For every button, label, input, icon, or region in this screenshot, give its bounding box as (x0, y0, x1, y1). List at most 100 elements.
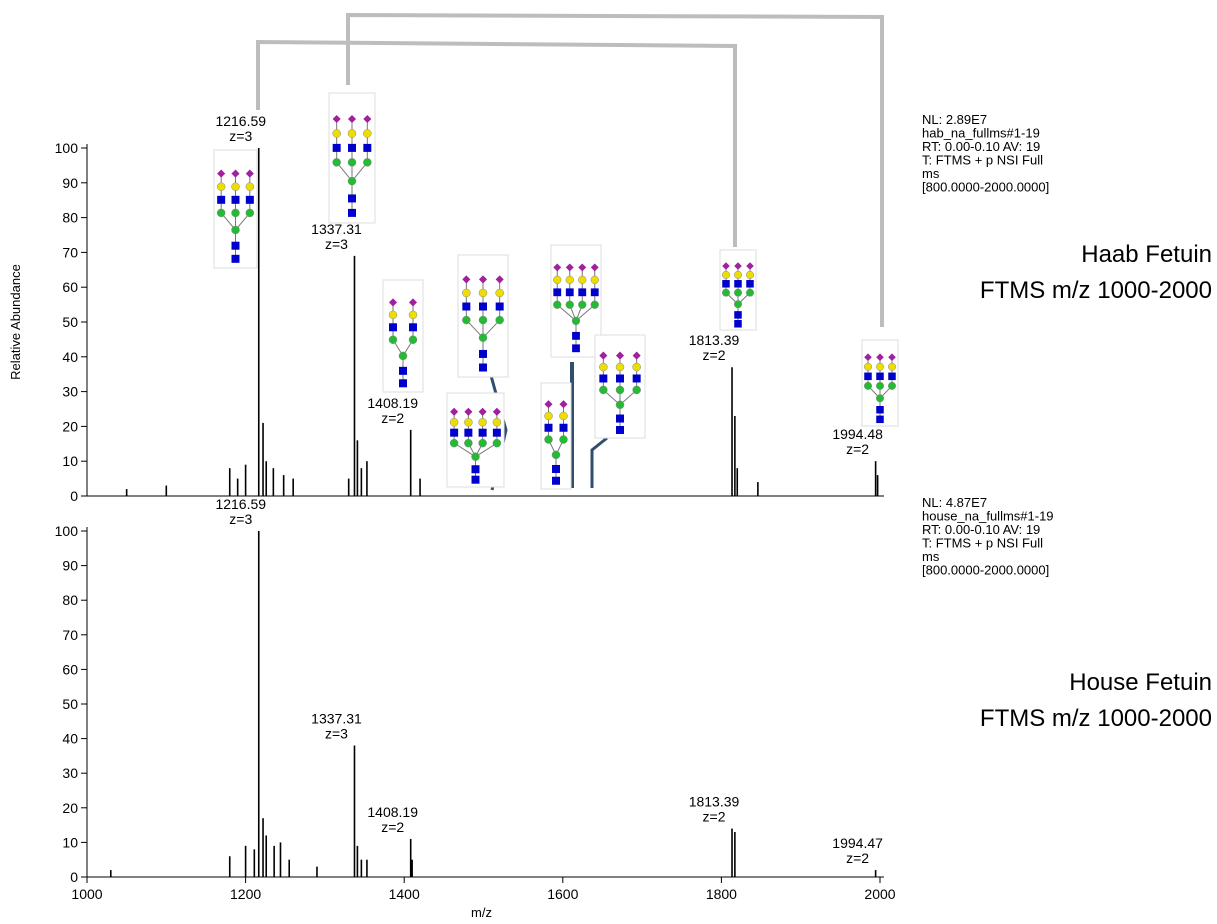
glcnac (734, 280, 742, 288)
hexose (464, 438, 473, 448)
sialic-acid (388, 298, 398, 307)
hexose (347, 129, 357, 138)
glycan (382, 279, 424, 393)
glcnac (552, 476, 560, 485)
hexose (216, 208, 226, 218)
x-tick-label: 1800 (706, 886, 737, 902)
glcnac (565, 288, 574, 297)
glcnac (734, 320, 742, 328)
sialic-acid (217, 169, 226, 178)
y-tick-label: 0 (70, 488, 78, 504)
sample-label: FTMS m/z 1000-2000 (980, 705, 1212, 732)
y-tick-label: 40 (62, 731, 78, 747)
hexose (495, 288, 504, 298)
hexose (599, 362, 608, 372)
peak-charge-label: z=2 (381, 410, 404, 426)
peak-mz-label: 1408.19 (367, 395, 418, 411)
x-tick-label: 1200 (230, 886, 261, 902)
glcnac (578, 288, 587, 297)
hexose (559, 411, 568, 421)
sialic-acid (408, 298, 418, 307)
scan-info: ms (922, 549, 940, 564)
hexose (632, 385, 641, 395)
sialic-acid (464, 407, 473, 416)
hexose (578, 275, 587, 285)
hexose (571, 316, 581, 326)
hexose (746, 270, 754, 279)
glcnac (492, 428, 501, 437)
y-tick-label: 60 (62, 279, 78, 295)
hexose (471, 452, 480, 461)
y-tick-label: 80 (62, 210, 78, 226)
hexose (332, 158, 341, 167)
glcnac (450, 428, 459, 437)
glcnac (888, 372, 896, 381)
glycan (719, 249, 757, 331)
hexose (553, 300, 562, 309)
peak-mz-label: 1994.48 (832, 426, 883, 442)
scan-info: RT: 0.00-0.10 AV: 19 (922, 139, 1040, 154)
sialic-acid (632, 351, 641, 360)
peak-mz-label: 1994.47 (832, 835, 883, 851)
hexose (332, 129, 341, 138)
hexose (590, 275, 599, 285)
glcnac (348, 143, 356, 152)
glcnac (616, 425, 624, 434)
scan-info: NL: 4.87E7 (922, 495, 987, 510)
glcnac (363, 143, 372, 152)
hexose (492, 417, 502, 427)
peak-charge-label: z=2 (846, 441, 869, 457)
hexose (231, 208, 240, 218)
hexose (876, 381, 884, 390)
y-tick-label: 30 (62, 384, 78, 400)
glycan (446, 392, 505, 488)
hexose (553, 275, 562, 285)
glcnac (616, 414, 624, 423)
hexose (551, 450, 561, 460)
hexose (398, 351, 408, 361)
hexose (599, 385, 608, 395)
glcnac (876, 372, 884, 381)
y-tick-label: 20 (62, 418, 78, 434)
hexose (565, 275, 574, 285)
hexose (478, 288, 488, 298)
connector (590, 436, 608, 488)
hexose (876, 394, 884, 403)
hexose (231, 225, 240, 235)
hexose (388, 335, 398, 344)
x-tick-label: 1000 (71, 886, 102, 902)
scan-info: [800.0000-2000.0000] (922, 563, 1049, 578)
hexose (734, 270, 742, 279)
glcnac (389, 323, 397, 332)
glcnac (348, 194, 356, 203)
hexose (408, 335, 418, 344)
glycan (594, 334, 646, 439)
y-tick-label: 40 (62, 349, 78, 365)
peak-mz-label: 1337.31 (311, 711, 362, 727)
glcnac (231, 241, 240, 250)
glcnac (495, 302, 504, 311)
glcnac (471, 475, 480, 484)
glcnac (462, 302, 471, 311)
scan-info: T: FTMS + p NSI Full (922, 536, 1043, 551)
hexose (363, 158, 372, 167)
glcnac (464, 428, 473, 437)
glcnac (231, 195, 240, 204)
y-tick-label: 10 (62, 834, 78, 850)
peak-mz-label: 1216.59 (215, 113, 266, 129)
glycan (550, 244, 602, 358)
hexose (495, 315, 504, 325)
glcnac (478, 428, 487, 437)
hexose (231, 182, 240, 191)
sialic-acid (559, 400, 568, 409)
hexose (388, 310, 398, 320)
hexose (464, 417, 473, 427)
glcnac (552, 464, 560, 473)
y-axis-title: Relative Abundance (8, 264, 23, 380)
hexose (347, 176, 357, 186)
glcnac (399, 379, 407, 388)
glcnac (217, 195, 226, 204)
sialic-acid (462, 275, 471, 284)
hexose (888, 381, 896, 390)
glcnac (599, 374, 608, 383)
